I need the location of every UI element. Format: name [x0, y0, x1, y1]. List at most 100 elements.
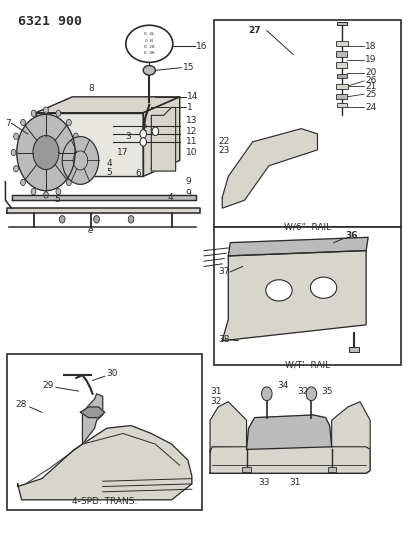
- Circle shape: [56, 189, 61, 195]
- Text: 6321 900: 6321 900: [18, 14, 82, 28]
- Circle shape: [76, 149, 81, 156]
- Circle shape: [73, 166, 78, 172]
- Bar: [7, 354, 202, 511]
- Text: 31: 31: [289, 478, 301, 487]
- Polygon shape: [210, 444, 370, 473]
- Bar: [242, 467, 251, 472]
- Text: 32: 32: [297, 386, 308, 395]
- Text: 7: 7: [5, 119, 11, 128]
- Circle shape: [13, 166, 18, 172]
- Text: 19: 19: [365, 55, 376, 64]
- Text: 34: 34: [277, 381, 288, 390]
- Circle shape: [152, 127, 159, 135]
- Circle shape: [140, 138, 146, 146]
- Bar: [336, 41, 348, 46]
- Circle shape: [73, 133, 78, 140]
- Text: 31: 31: [210, 386, 222, 395]
- Polygon shape: [222, 128, 317, 208]
- Polygon shape: [17, 115, 75, 191]
- Circle shape: [11, 149, 16, 156]
- Text: 10: 10: [186, 148, 197, 157]
- Circle shape: [94, 216, 100, 223]
- Polygon shape: [7, 208, 200, 214]
- Text: O 2H: O 2H: [144, 45, 155, 49]
- Bar: [337, 103, 347, 108]
- Text: 14: 14: [186, 92, 198, 101]
- Bar: [336, 84, 348, 89]
- Circle shape: [31, 110, 36, 117]
- Text: O N: O N: [145, 38, 153, 43]
- Text: 9: 9: [186, 177, 191, 186]
- Text: 4: 4: [107, 159, 112, 167]
- Bar: [214, 227, 401, 365]
- Polygon shape: [151, 108, 175, 171]
- Text: 6: 6: [135, 169, 141, 178]
- Polygon shape: [332, 402, 370, 449]
- Polygon shape: [246, 415, 332, 449]
- Polygon shape: [82, 394, 103, 444]
- Text: e: e: [88, 226, 93, 235]
- Text: 38: 38: [218, 335, 230, 344]
- Text: 16: 16: [196, 42, 207, 51]
- Polygon shape: [228, 237, 368, 256]
- Text: 4-SPD. TRANS.: 4-SPD. TRANS.: [72, 497, 137, 506]
- Text: 26: 26: [365, 76, 376, 85]
- Ellipse shape: [143, 66, 155, 75]
- Text: 24: 24: [365, 103, 376, 112]
- Circle shape: [56, 110, 61, 117]
- Circle shape: [128, 216, 134, 223]
- Text: 8: 8: [89, 84, 94, 93]
- Bar: [349, 347, 359, 352]
- Circle shape: [44, 107, 49, 114]
- Ellipse shape: [126, 25, 173, 62]
- Text: 36: 36: [346, 231, 358, 240]
- Circle shape: [44, 192, 49, 198]
- Text: O 4L: O 4L: [144, 33, 155, 36]
- Text: 35: 35: [322, 386, 333, 395]
- Text: 33: 33: [259, 478, 270, 487]
- Polygon shape: [62, 136, 99, 184]
- Polygon shape: [33, 135, 59, 169]
- Text: W/T'  RAIL: W/T' RAIL: [285, 361, 330, 370]
- Text: 37: 37: [218, 268, 230, 276]
- Bar: [336, 51, 348, 57]
- Text: 5: 5: [54, 195, 60, 204]
- Text: 20: 20: [365, 68, 376, 77]
- Text: 27: 27: [248, 26, 261, 35]
- Text: W/6"  RAIL: W/6" RAIL: [284, 222, 331, 231]
- Text: 25: 25: [365, 90, 376, 99]
- Text: 30: 30: [107, 369, 118, 378]
- Polygon shape: [222, 251, 366, 341]
- Ellipse shape: [266, 280, 292, 301]
- Text: O 4H: O 4H: [144, 51, 155, 55]
- Text: 29: 29: [42, 381, 53, 390]
- Text: 9: 9: [186, 189, 191, 198]
- Bar: [336, 94, 348, 100]
- Bar: [337, 22, 347, 25]
- Text: 15: 15: [182, 63, 194, 72]
- Text: 4: 4: [168, 193, 173, 202]
- Text: 3: 3: [125, 132, 131, 141]
- Circle shape: [13, 133, 18, 140]
- Polygon shape: [11, 195, 196, 200]
- Ellipse shape: [310, 277, 337, 298]
- Polygon shape: [18, 425, 192, 500]
- Text: 32: 32: [210, 397, 222, 406]
- Polygon shape: [36, 113, 143, 176]
- Polygon shape: [143, 97, 180, 176]
- Circle shape: [21, 119, 25, 126]
- Circle shape: [262, 387, 272, 401]
- Text: 18: 18: [365, 42, 376, 51]
- Bar: [337, 74, 347, 78]
- Polygon shape: [36, 97, 180, 113]
- Circle shape: [140, 130, 146, 138]
- Polygon shape: [210, 402, 246, 452]
- Polygon shape: [80, 407, 105, 418]
- Bar: [336, 62, 348, 68]
- Text: 11: 11: [186, 138, 197, 147]
- Circle shape: [67, 119, 71, 126]
- Text: 17: 17: [117, 148, 129, 157]
- Text: 1: 1: [186, 103, 192, 112]
- Bar: [214, 20, 401, 227]
- Circle shape: [59, 216, 65, 223]
